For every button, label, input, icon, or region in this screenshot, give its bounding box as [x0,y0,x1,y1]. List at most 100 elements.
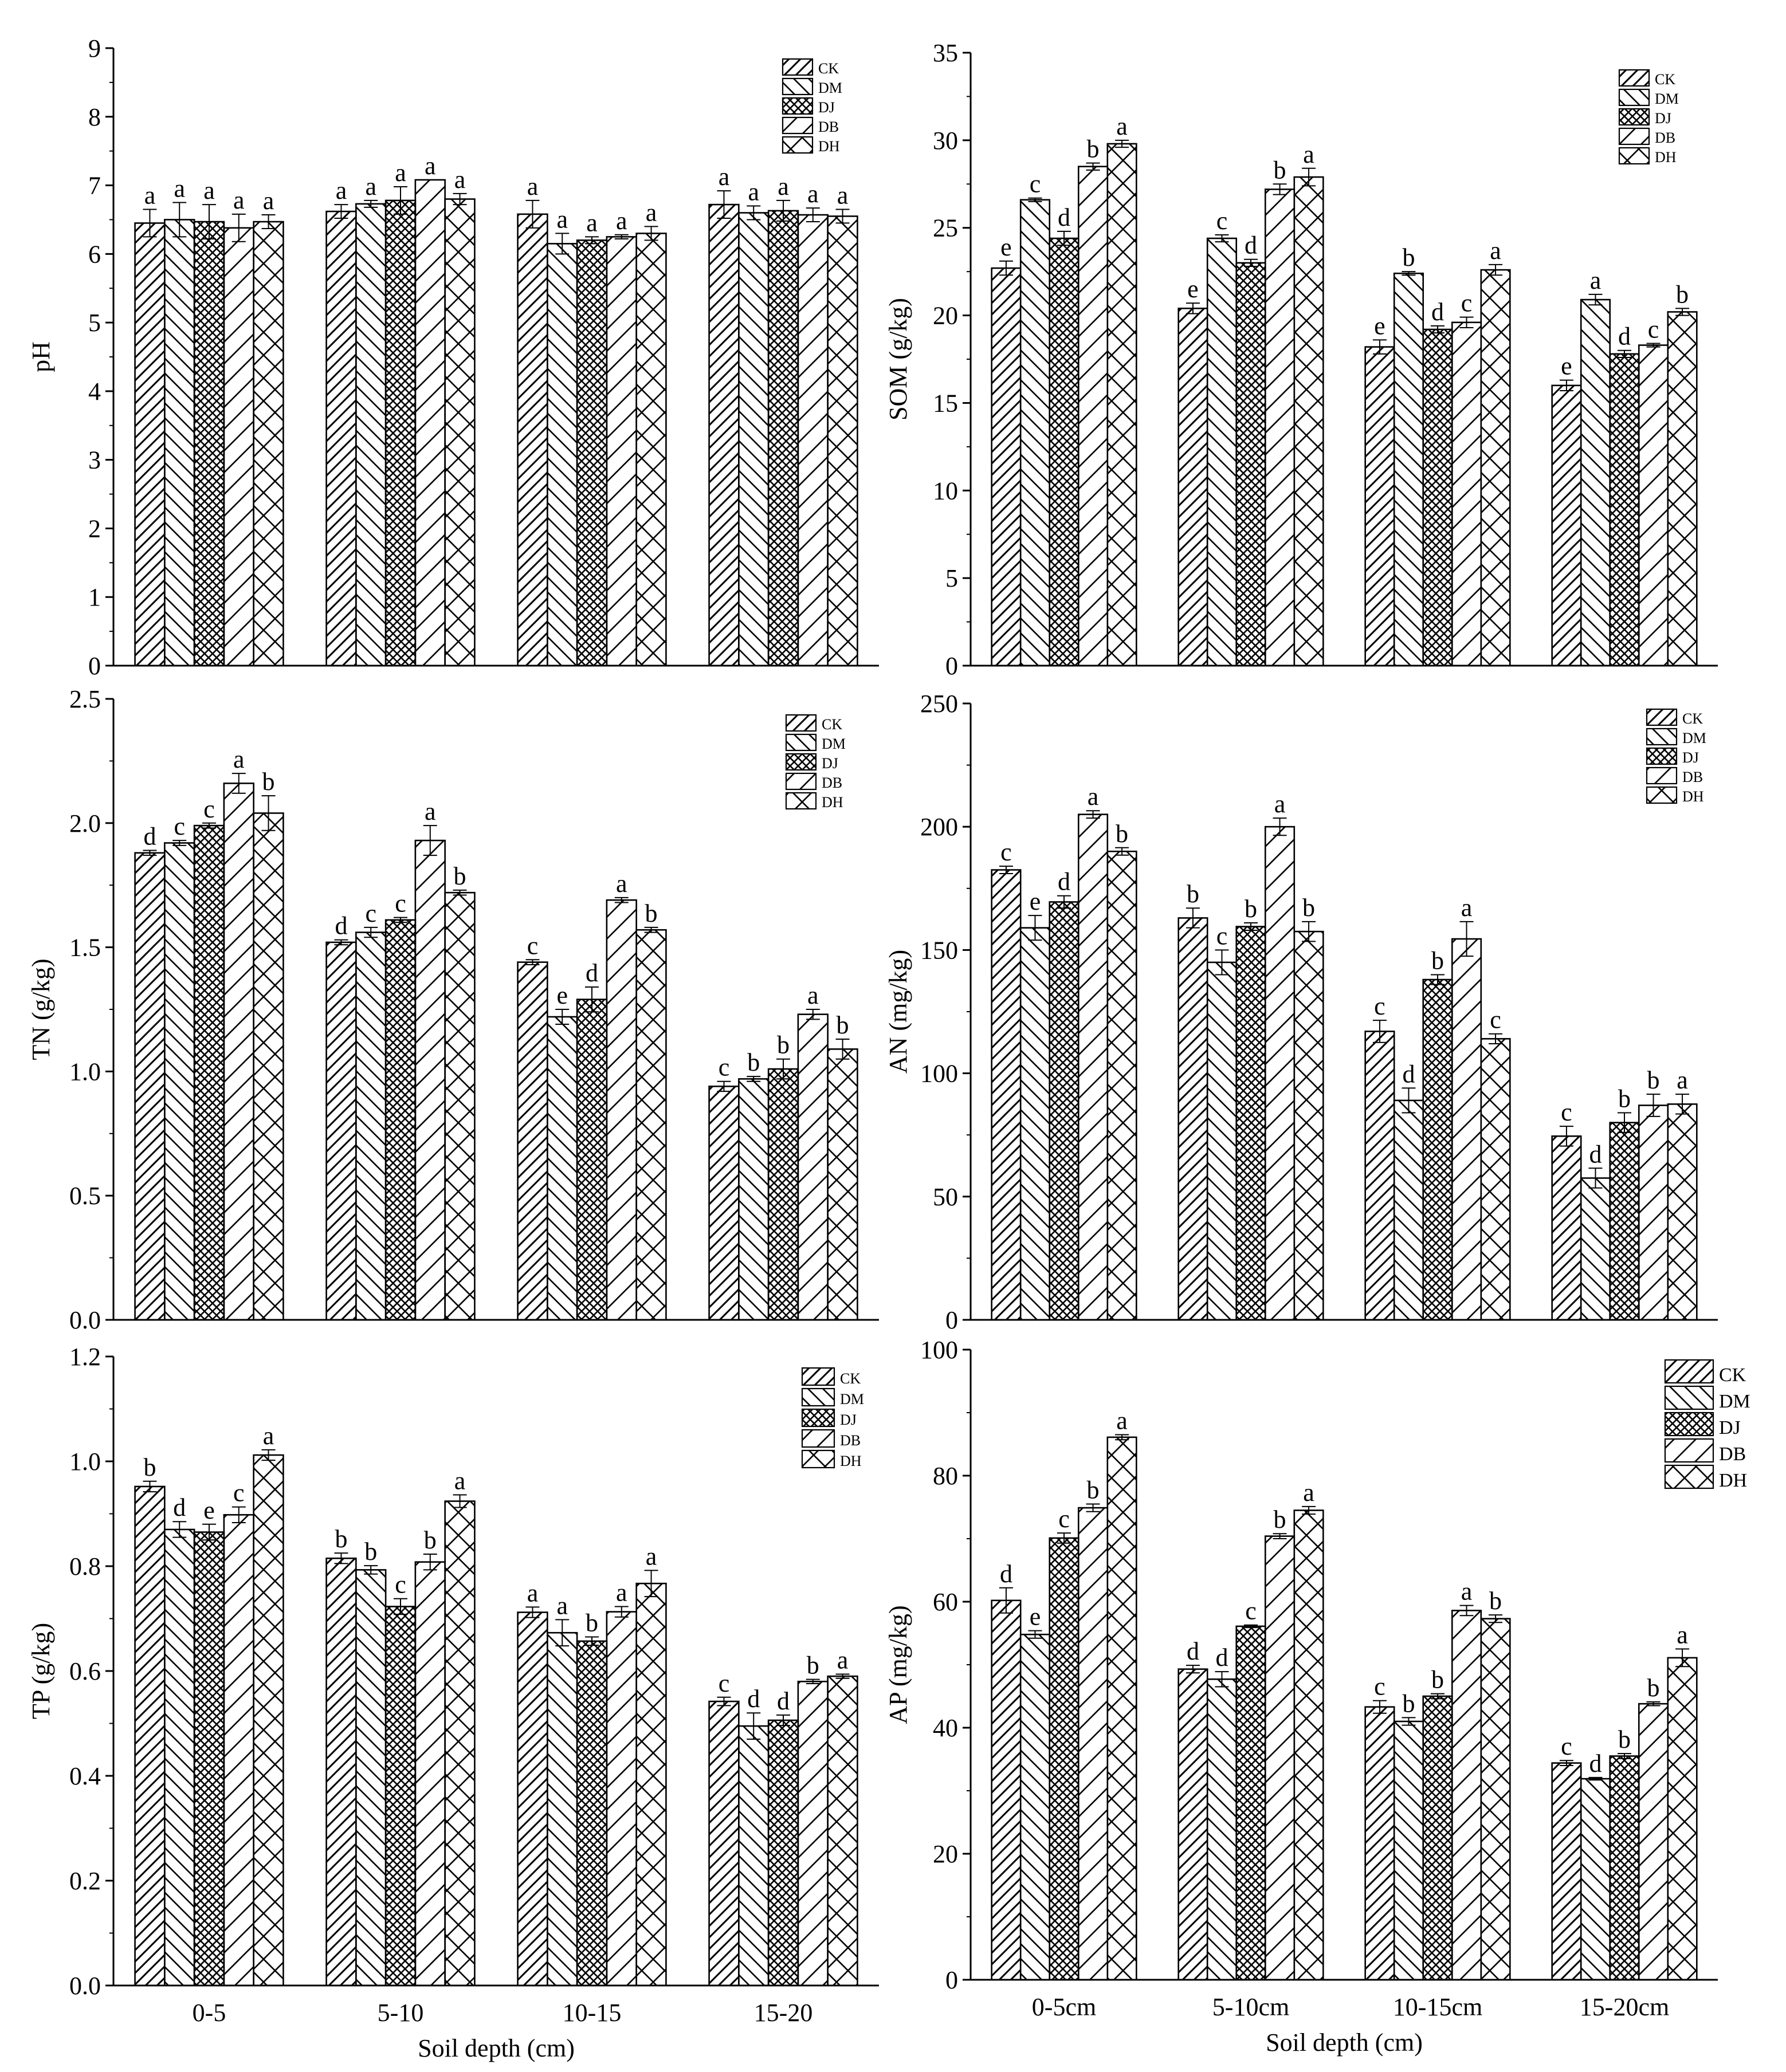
bar-dh-0 [1106,850,1137,1321]
legend-label-dj: DJ [1682,749,1699,766]
bar-dm-0 [1019,199,1051,667]
bar-dh-2 [635,1582,667,1987]
significance-letter: a [719,163,730,191]
legend-label-dm: DM [818,80,842,96]
bar-dm-1 [355,931,387,1321]
y-tick-label: 100 [920,1336,958,1364]
significance-letter: d [335,912,347,940]
bar-dh-2 [1480,1618,1511,1981]
significance-letter: b [1302,894,1315,922]
bar-ck-0 [134,222,166,667]
bar-db-2 [1451,1610,1482,1981]
bar-dj-3 [1609,353,1640,667]
bar-db-1 [1264,825,1296,1321]
significance-letter: c [1648,315,1659,343]
x-tick-label: 15-20cm [1580,1993,1669,2021]
x-tick-label: 5-10 [378,1999,424,2027]
legend-label-ck: CK [822,716,842,733]
y-tick-label: 10 [933,477,958,505]
legend-swatch-dm [785,733,817,752]
significance-letter: a [1677,1621,1688,1649]
significance-letter: b [1087,1476,1100,1504]
bar-ck-2 [1364,1031,1395,1321]
bar-dh-1 [1293,176,1324,667]
legend-swatch-dj [1646,747,1678,765]
significance-letter: b [1116,820,1128,848]
legend: CK DM DJ DB DH [782,58,842,155]
legend-swatch-dj [1664,1412,1714,1437]
bar-dh-1 [444,198,476,667]
legend: CK DM DJ DB DH [1664,1359,1750,1491]
y-tick-label: 60 [933,1588,958,1616]
x-axis-label: Soil depth (cm) [418,2034,575,2062]
y-tick-label: 0 [945,1966,958,1994]
significance-letter: a [646,198,657,226]
significance-letter: a [144,181,156,209]
bar-db-0 [1077,1507,1109,1981]
significance-letter: a [616,870,627,898]
legend-label-dh: DH [1719,1470,1747,1491]
y-tick-label: 20 [933,1840,958,1868]
significance-letter: b [1647,1066,1660,1094]
y-tick-label: 2 [88,514,101,542]
significance-letter: a [1116,112,1128,140]
legend-label-dm: DM [840,1391,864,1407]
bar-ck-3 [1551,384,1582,667]
bar-dj-0 [1049,901,1080,1321]
legend-swatch-ck [1646,708,1678,726]
significance-letter: b [645,899,658,927]
legend-swatch-db [801,1429,835,1448]
significance-letter: a [748,178,759,206]
bar-dm-1 [1206,237,1238,667]
bar-dj-2 [1422,978,1453,1321]
bar-dm-2 [1393,1099,1424,1321]
x-tick-label: 15-20 [754,1999,813,2027]
legend-swatch-db [1618,127,1650,146]
bar-dh-1 [444,1500,476,1987]
legend-swatch-ck [782,58,814,76]
significance-letter: c [1561,1098,1572,1126]
significance-letter: c [1490,1006,1501,1034]
legend: CK DM DJ DB DH [1646,708,1706,805]
bar-db-1 [414,839,446,1321]
bar-dh-0 [253,812,284,1321]
bar-dj-1 [384,1606,417,1987]
bar-db-2 [606,899,637,1321]
significance-letter: e [1030,887,1041,915]
bar-dm-1 [355,203,387,667]
legend-label-db: DB [822,774,842,791]
bar-dh-3 [1667,1657,1698,1981]
bar-ck-2 [517,961,548,1321]
significance-letter: a [556,1591,568,1619]
bar-dj-0 [193,1531,225,1987]
bar-dj-0 [1049,1537,1080,1981]
x-tick-label: 0-5 [193,1999,226,2027]
legend-label-dm: DM [822,736,846,752]
significance-letter: d [1058,868,1070,896]
bar-db-2 [1451,938,1482,1321]
significance-letter: c [395,890,406,918]
significance-letter: c [233,1479,245,1507]
significance-letter: a [263,1422,274,1450]
legend-swatch-dh [1618,147,1650,165]
bar-dm-0 [164,219,195,667]
significance-letter: a [203,176,215,205]
bar-dh-1 [1293,1509,1324,1981]
significance-letter: d [1618,323,1631,351]
legend-label-dj: DJ [818,99,835,116]
bar-dj-2 [576,998,608,1321]
bar-ck-0 [134,852,166,1321]
y-tick-label: 0.6 [69,1657,101,1685]
legend-swatch-dj [785,753,817,771]
legend-swatch-ck [1618,69,1650,87]
y-tick-label: 0.0 [69,1306,101,1334]
y-tick-label: 30 [933,127,958,155]
bar-db-0 [223,227,254,667]
legend-label-db: DB [1655,129,1675,146]
significance-letter: e [1187,275,1199,303]
legend-swatch-dh [785,792,817,810]
significance-letter: a [233,745,245,773]
y-tick-label: 0 [88,652,101,680]
